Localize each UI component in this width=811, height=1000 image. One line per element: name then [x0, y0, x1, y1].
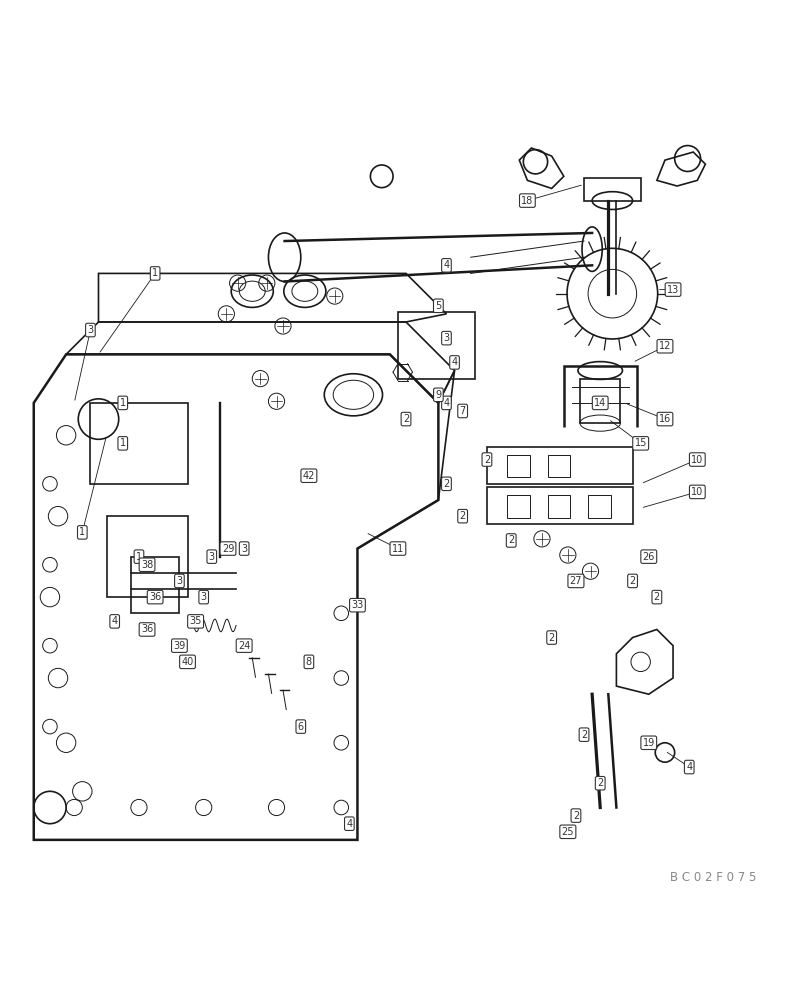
Text: 25: 25 — [561, 827, 573, 837]
Text: 4: 4 — [111, 616, 118, 626]
Text: 4: 4 — [345, 819, 352, 829]
Text: 36: 36 — [141, 624, 153, 634]
Bar — [547, 495, 569, 518]
Text: 2: 2 — [483, 455, 490, 465]
Text: 2: 2 — [596, 778, 603, 788]
Text: 12: 12 — [658, 341, 671, 351]
Text: 1: 1 — [119, 438, 126, 448]
Bar — [90, 403, 187, 484]
Text: 1: 1 — [79, 527, 85, 537]
Bar — [487, 447, 632, 484]
Text: 42: 42 — [303, 471, 315, 481]
Text: 3: 3 — [88, 325, 93, 335]
Text: 1: 1 — [152, 268, 158, 278]
Bar — [547, 455, 569, 477]
Text: 2: 2 — [653, 592, 659, 602]
Text: 4: 4 — [443, 398, 449, 408]
Text: 14: 14 — [594, 398, 606, 408]
Text: 19: 19 — [642, 738, 654, 748]
Text: 24: 24 — [238, 641, 250, 651]
Text: 27: 27 — [569, 576, 581, 586]
Text: 29: 29 — [221, 544, 234, 554]
Text: 6: 6 — [298, 722, 303, 732]
Text: 2: 2 — [459, 511, 466, 521]
Text: 2: 2 — [572, 811, 578, 821]
Text: 1: 1 — [135, 552, 142, 562]
Bar — [579, 379, 620, 423]
Bar — [106, 516, 187, 597]
Text: 10: 10 — [690, 455, 702, 465]
Text: 3: 3 — [176, 576, 182, 586]
Bar — [507, 495, 529, 518]
Text: 1: 1 — [119, 398, 126, 408]
Text: 9: 9 — [435, 390, 441, 400]
Text: 3: 3 — [443, 333, 449, 343]
Text: 40: 40 — [181, 657, 193, 667]
Bar — [507, 455, 529, 477]
Text: 2: 2 — [443, 479, 449, 489]
Text: 39: 39 — [173, 641, 186, 651]
Text: B C 0 2 F 0 7 5: B C 0 2 F 0 7 5 — [670, 871, 756, 884]
Text: 38: 38 — [141, 560, 153, 570]
Text: 5: 5 — [435, 301, 441, 311]
Bar — [583, 178, 640, 201]
Text: 18: 18 — [521, 196, 533, 206]
Text: 16: 16 — [658, 414, 670, 424]
Text: 2: 2 — [508, 535, 513, 545]
Text: 15: 15 — [633, 438, 646, 448]
Text: 4: 4 — [451, 357, 457, 367]
Text: 36: 36 — [149, 592, 161, 602]
Text: 2: 2 — [629, 576, 635, 586]
Text: 2: 2 — [580, 730, 586, 740]
Text: 11: 11 — [391, 544, 404, 554]
Text: 3: 3 — [241, 544, 247, 554]
Bar — [397, 312, 474, 379]
Text: 4: 4 — [443, 260, 449, 270]
Text: 8: 8 — [306, 657, 311, 667]
Text: 10: 10 — [690, 487, 702, 497]
Text: 13: 13 — [666, 285, 678, 295]
Text: 2: 2 — [402, 414, 409, 424]
Bar — [487, 487, 632, 524]
Text: 7: 7 — [459, 406, 466, 416]
Text: 26: 26 — [642, 552, 654, 562]
Text: 4: 4 — [685, 762, 692, 772]
Text: 3: 3 — [200, 592, 207, 602]
Text: 35: 35 — [189, 616, 202, 626]
Bar — [587, 495, 610, 518]
Text: 2: 2 — [548, 633, 554, 643]
Text: 33: 33 — [351, 600, 363, 610]
Text: 3: 3 — [208, 552, 215, 562]
